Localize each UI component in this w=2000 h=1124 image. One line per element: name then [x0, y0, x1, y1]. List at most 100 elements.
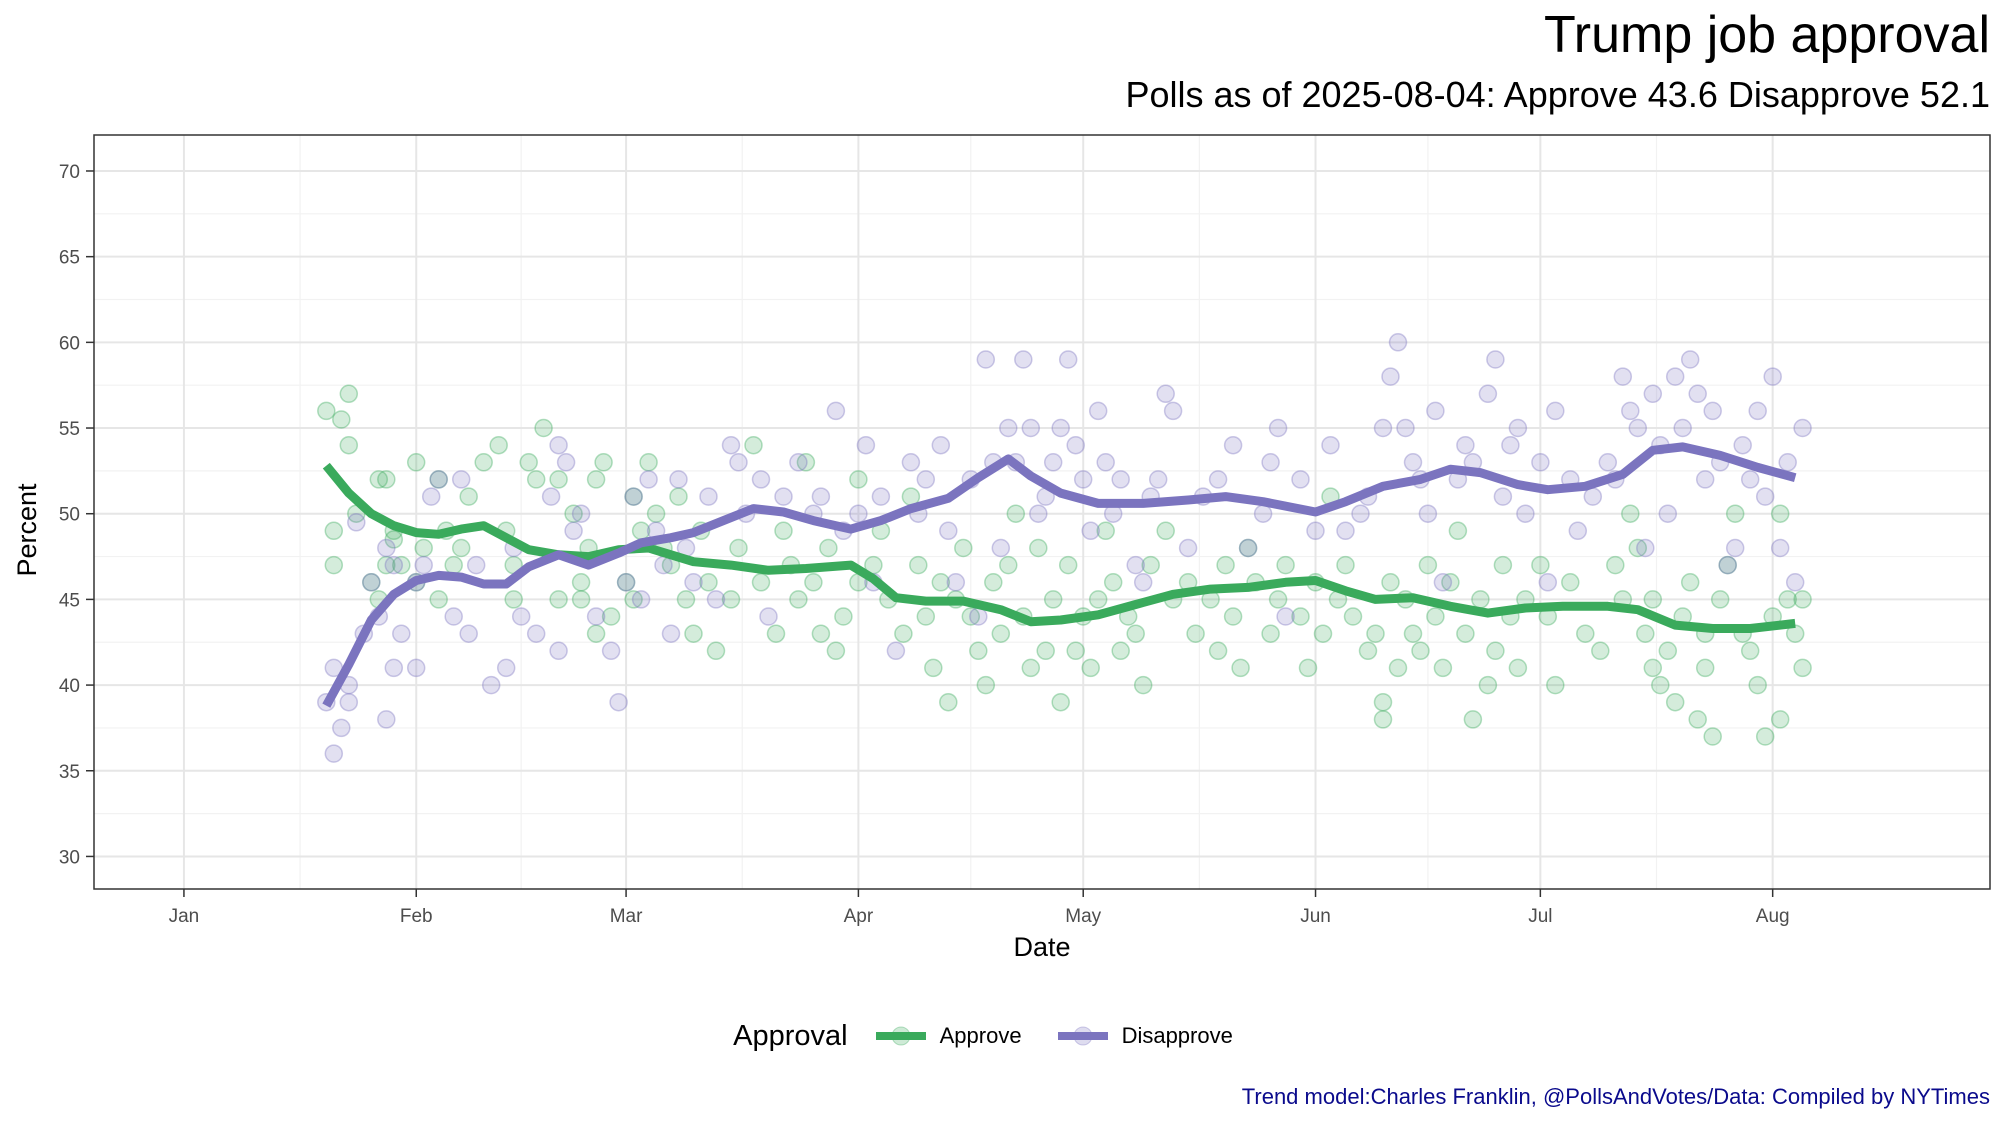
poll-point-disapprove — [639, 470, 658, 489]
poll-point-approve — [1388, 658, 1408, 678]
trend-line-disapprove — [322, 442, 1797, 708]
chart-caption: Trend model:Charles Franklin, @PollsAndV… — [1241, 1084, 1990, 1109]
plot-background — [94, 135, 1990, 889]
poll-point-disapprove — [654, 555, 673, 575]
poll-point-disapprove — [421, 487, 441, 506]
poll-point-disapprove — [414, 555, 433, 575]
y-tick-label: 35 — [59, 762, 80, 783]
poll-point-approve — [1313, 624, 1333, 643]
poll-point-approve — [429, 470, 448, 489]
poll-point-approve — [1703, 727, 1722, 746]
chart-title: Trump job approval — [1543, 6, 1990, 64]
poll-point-approve — [1486, 641, 1505, 661]
poll-point-approve — [369, 470, 389, 489]
poll-point-disapprove — [601, 641, 621, 661]
poll-point-disapprove — [1478, 384, 1498, 404]
poll-point-disapprove — [1501, 435, 1520, 455]
poll-point-disapprove — [1725, 538, 1745, 558]
poll-point-approve — [1748, 675, 1767, 695]
poll-point-disapprove — [1456, 435, 1475, 455]
poll-point-disapprove — [1163, 401, 1183, 421]
poll-point-approve — [362, 573, 381, 592]
grid-minor — [94, 135, 1990, 889]
y-axis-title: Percent — [12, 483, 42, 577]
poll-point-approve — [474, 453, 493, 472]
poll-point-approve — [1029, 538, 1048, 558]
poll-point-approve — [489, 435, 508, 455]
poll-point-approve — [774, 521, 793, 541]
poll-point-approve — [624, 590, 643, 609]
poll-point-approve — [1591, 641, 1610, 661]
poll-point-approve — [1740, 641, 1760, 661]
poll-point-approve — [1561, 573, 1580, 592]
poll-point-disapprove — [1043, 453, 1063, 472]
legend-label-disapprove: Disapprove — [1121, 1023, 1233, 1048]
poll-point-approve — [571, 573, 591, 592]
poll-point-approve — [1658, 641, 1678, 661]
poll-point-approve — [706, 641, 726, 661]
poll-point-approve — [1418, 555, 1438, 575]
poll-point-disapprove — [1426, 401, 1445, 421]
poll-point-disapprove — [1778, 453, 1797, 472]
poll-point-disapprove — [541, 487, 561, 506]
poll-point-disapprove — [1088, 401, 1108, 421]
x-tick-label: Jan — [169, 906, 200, 927]
y-tick-label: 45 — [59, 590, 80, 611]
y-tick-label: 70 — [59, 162, 80, 183]
poll-point-disapprove — [511, 607, 531, 626]
poll-point-disapprove — [1051, 418, 1070, 438]
poll-point-approve — [1058, 555, 1078, 575]
poll-point-disapprove — [1486, 350, 1505, 369]
poll-point-approve — [1448, 521, 1468, 541]
poll-point-approve — [894, 624, 913, 643]
poll-point-disapprove — [1785, 573, 1805, 592]
poll-point-approve — [429, 590, 448, 609]
poll-point-disapprove — [991, 538, 1011, 558]
poll-point-disapprove — [1148, 470, 1168, 489]
poll-point-disapprove — [931, 435, 951, 455]
poll-point-approve — [1576, 624, 1595, 643]
poll-point-disapprove — [1643, 384, 1663, 404]
poll-point-approve — [324, 521, 344, 541]
poll-point-approve — [849, 470, 868, 489]
poll-point-approve — [1051, 692, 1070, 712]
poll-point-disapprove — [406, 658, 426, 678]
poll-point-approve — [1546, 675, 1565, 695]
poll-point-disapprove — [1268, 418, 1288, 438]
poll-point-disapprove — [1688, 384, 1707, 404]
poll-point-approve — [931, 573, 951, 592]
poll-point-disapprove — [1223, 435, 1243, 455]
poll-point-approve — [1606, 555, 1625, 575]
chart-subtitle: Polls as of 2025-08-04: Approve 43.6 Dis… — [1125, 74, 1990, 115]
x-tick-label: Aug — [1756, 906, 1790, 927]
poll-point-approve — [1373, 710, 1393, 729]
poll-point-disapprove — [1306, 521, 1325, 541]
poll-point-disapprove — [481, 675, 501, 695]
poll-point-approve — [1358, 641, 1378, 661]
poll-point-approve — [969, 641, 988, 661]
poll-point-disapprove — [1628, 418, 1648, 438]
poll-point-approve — [1680, 573, 1700, 592]
poll-point-disapprove — [1291, 470, 1310, 489]
poll-point-disapprove — [1546, 401, 1565, 421]
poll-point-approve — [1725, 504, 1745, 523]
poll-point-approve — [669, 487, 688, 506]
y-tick-label: 60 — [59, 333, 80, 354]
poll-point-disapprove — [1763, 367, 1782, 386]
poll-point-disapprove — [1029, 504, 1048, 523]
legend-item-disapprove: Disapprove — [1056, 1021, 1233, 1051]
poll-point-approve — [804, 573, 823, 592]
poll-point-approve — [1276, 555, 1295, 575]
poll-point-disapprove — [1253, 504, 1273, 523]
poll-point-disapprove — [699, 487, 718, 506]
poll-point-disapprove — [1021, 418, 1041, 438]
poll-point-disapprove — [377, 710, 396, 729]
poll-point-approve — [1373, 692, 1393, 712]
poll-point-disapprove — [347, 513, 366, 532]
poll-point-approve — [1793, 590, 1812, 609]
poll-point-approve — [377, 470, 396, 489]
poll-point-approve — [1778, 590, 1797, 609]
poll-point-disapprove — [826, 401, 846, 421]
poll-point-approve — [624, 487, 643, 506]
poll-point-approve — [744, 435, 763, 455]
